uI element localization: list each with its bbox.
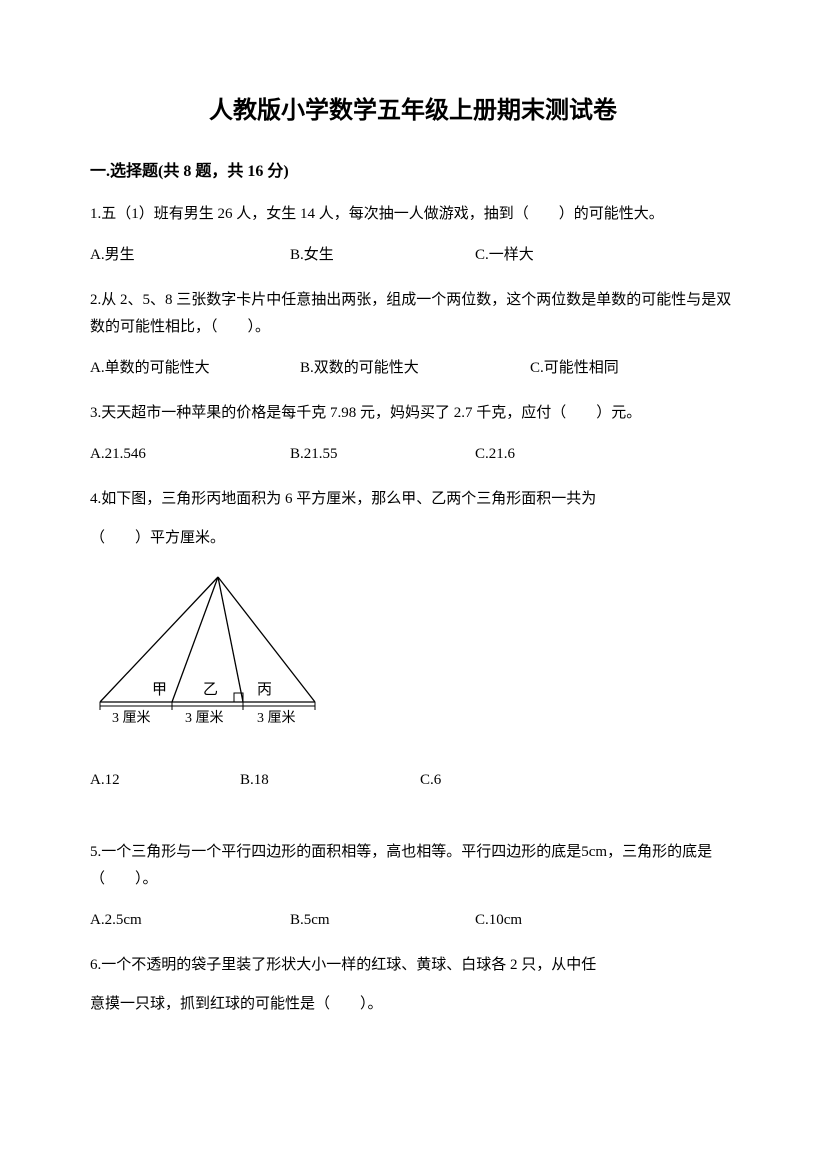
question-text: 6.一个不透明的袋子里装了形状大小一样的红球、黄球、白球各 2 只，从中任 意摸… bbox=[90, 952, 736, 1018]
options-row: A.12 B.18 C.6 bbox=[90, 767, 736, 794]
label-bing: 丙 bbox=[257, 682, 272, 698]
label-jia: 甲 bbox=[152, 682, 167, 698]
option-b: B.女生 bbox=[290, 242, 475, 269]
bottom-label-3: 3 厘米 bbox=[257, 710, 296, 726]
option-a: A.单数的可能性大 bbox=[90, 355, 300, 382]
question-line: 意摸一只球，抓到红球的可能性是（ ）。 bbox=[90, 991, 736, 1018]
triangle-svg: 甲 乙 丙 3 厘米 3 厘米 3 厘米 bbox=[90, 572, 330, 727]
options-row: A.2.5cm B.5cm C.10cm bbox=[90, 907, 736, 934]
page-title: 人教版小学数学五年级上册期末测试卷 bbox=[90, 90, 736, 125]
triangle-figure: 甲 乙 丙 3 厘米 3 厘米 3 厘米 bbox=[90, 572, 736, 737]
question-line: （ ）平方厘米。 bbox=[90, 525, 736, 552]
option-a: A.12 bbox=[90, 767, 240, 794]
question-5: 5.一个三角形与一个平行四边形的面积相等，高也相等。平行四边形的底是5cm，三角… bbox=[90, 839, 736, 934]
option-c: C.21.6 bbox=[475, 441, 655, 468]
question-text: 4.如下图，三角形丙地面积为 6 平方厘米，那么甲、乙两个三角形面积一共为 （ … bbox=[90, 486, 736, 552]
question-line: 4.如下图，三角形丙地面积为 6 平方厘米，那么甲、乙两个三角形面积一共为 bbox=[90, 486, 736, 513]
question-text: 5.一个三角形与一个平行四边形的面积相等，高也相等。平行四边形的底是5cm，三角… bbox=[90, 839, 736, 893]
option-c: C.10cm bbox=[475, 907, 655, 934]
question-1: 1.五（1）班有男生 26 人，女生 14 人，每次抽一人做游戏，抽到（ ）的可… bbox=[90, 201, 736, 269]
question-6: 6.一个不透明的袋子里装了形状大小一样的红球、黄球、白球各 2 只，从中任 意摸… bbox=[90, 952, 736, 1018]
section-header: 一.选择题(共 8 题，共 16 分) bbox=[90, 157, 736, 181]
question-text: 3.天天超市一种苹果的价格是每千克 7.98 元，妈妈买了 2.7 千克，应付（… bbox=[90, 400, 736, 427]
options-row: A.单数的可能性大 B.双数的可能性大 C.可能性相同 bbox=[90, 355, 736, 382]
option-b: B.双数的可能性大 bbox=[300, 355, 530, 382]
option-b: B.5cm bbox=[290, 907, 475, 934]
question-line: 6.一个不透明的袋子里装了形状大小一样的红球、黄球、白球各 2 只，从中任 bbox=[90, 952, 736, 979]
question-text: 1.五（1）班有男生 26 人，女生 14 人，每次抽一人做游戏，抽到（ ）的可… bbox=[90, 201, 736, 228]
bottom-label-2: 3 厘米 bbox=[185, 710, 224, 726]
option-c: C.6 bbox=[420, 767, 570, 794]
option-a: A.2.5cm bbox=[90, 907, 290, 934]
question-4: 4.如下图，三角形丙地面积为 6 平方厘米，那么甲、乙两个三角形面积一共为 （ … bbox=[90, 486, 736, 794]
option-b: B.21.55 bbox=[290, 441, 475, 468]
options-row: A.男生 B.女生 C.一样大 bbox=[90, 242, 736, 269]
options-row: A.21.546 B.21.55 C.21.6 bbox=[90, 441, 736, 468]
option-c: C.一样大 bbox=[475, 242, 655, 269]
option-a: A.21.546 bbox=[90, 441, 290, 468]
question-text: 2.从 2、5、8 三张数字卡片中任意抽出两张，组成一个两位数，这个两位数是单数… bbox=[90, 287, 736, 341]
option-a: A.男生 bbox=[90, 242, 290, 269]
bottom-label-1: 3 厘米 bbox=[112, 710, 151, 726]
question-3: 3.天天超市一种苹果的价格是每千克 7.98 元，妈妈买了 2.7 千克，应付（… bbox=[90, 400, 736, 468]
option-c: C.可能性相同 bbox=[530, 355, 710, 382]
question-2: 2.从 2、5、8 三张数字卡片中任意抽出两张，组成一个两位数，这个两位数是单数… bbox=[90, 287, 736, 382]
label-yi: 乙 bbox=[203, 682, 218, 698]
option-b: B.18 bbox=[240, 767, 420, 794]
